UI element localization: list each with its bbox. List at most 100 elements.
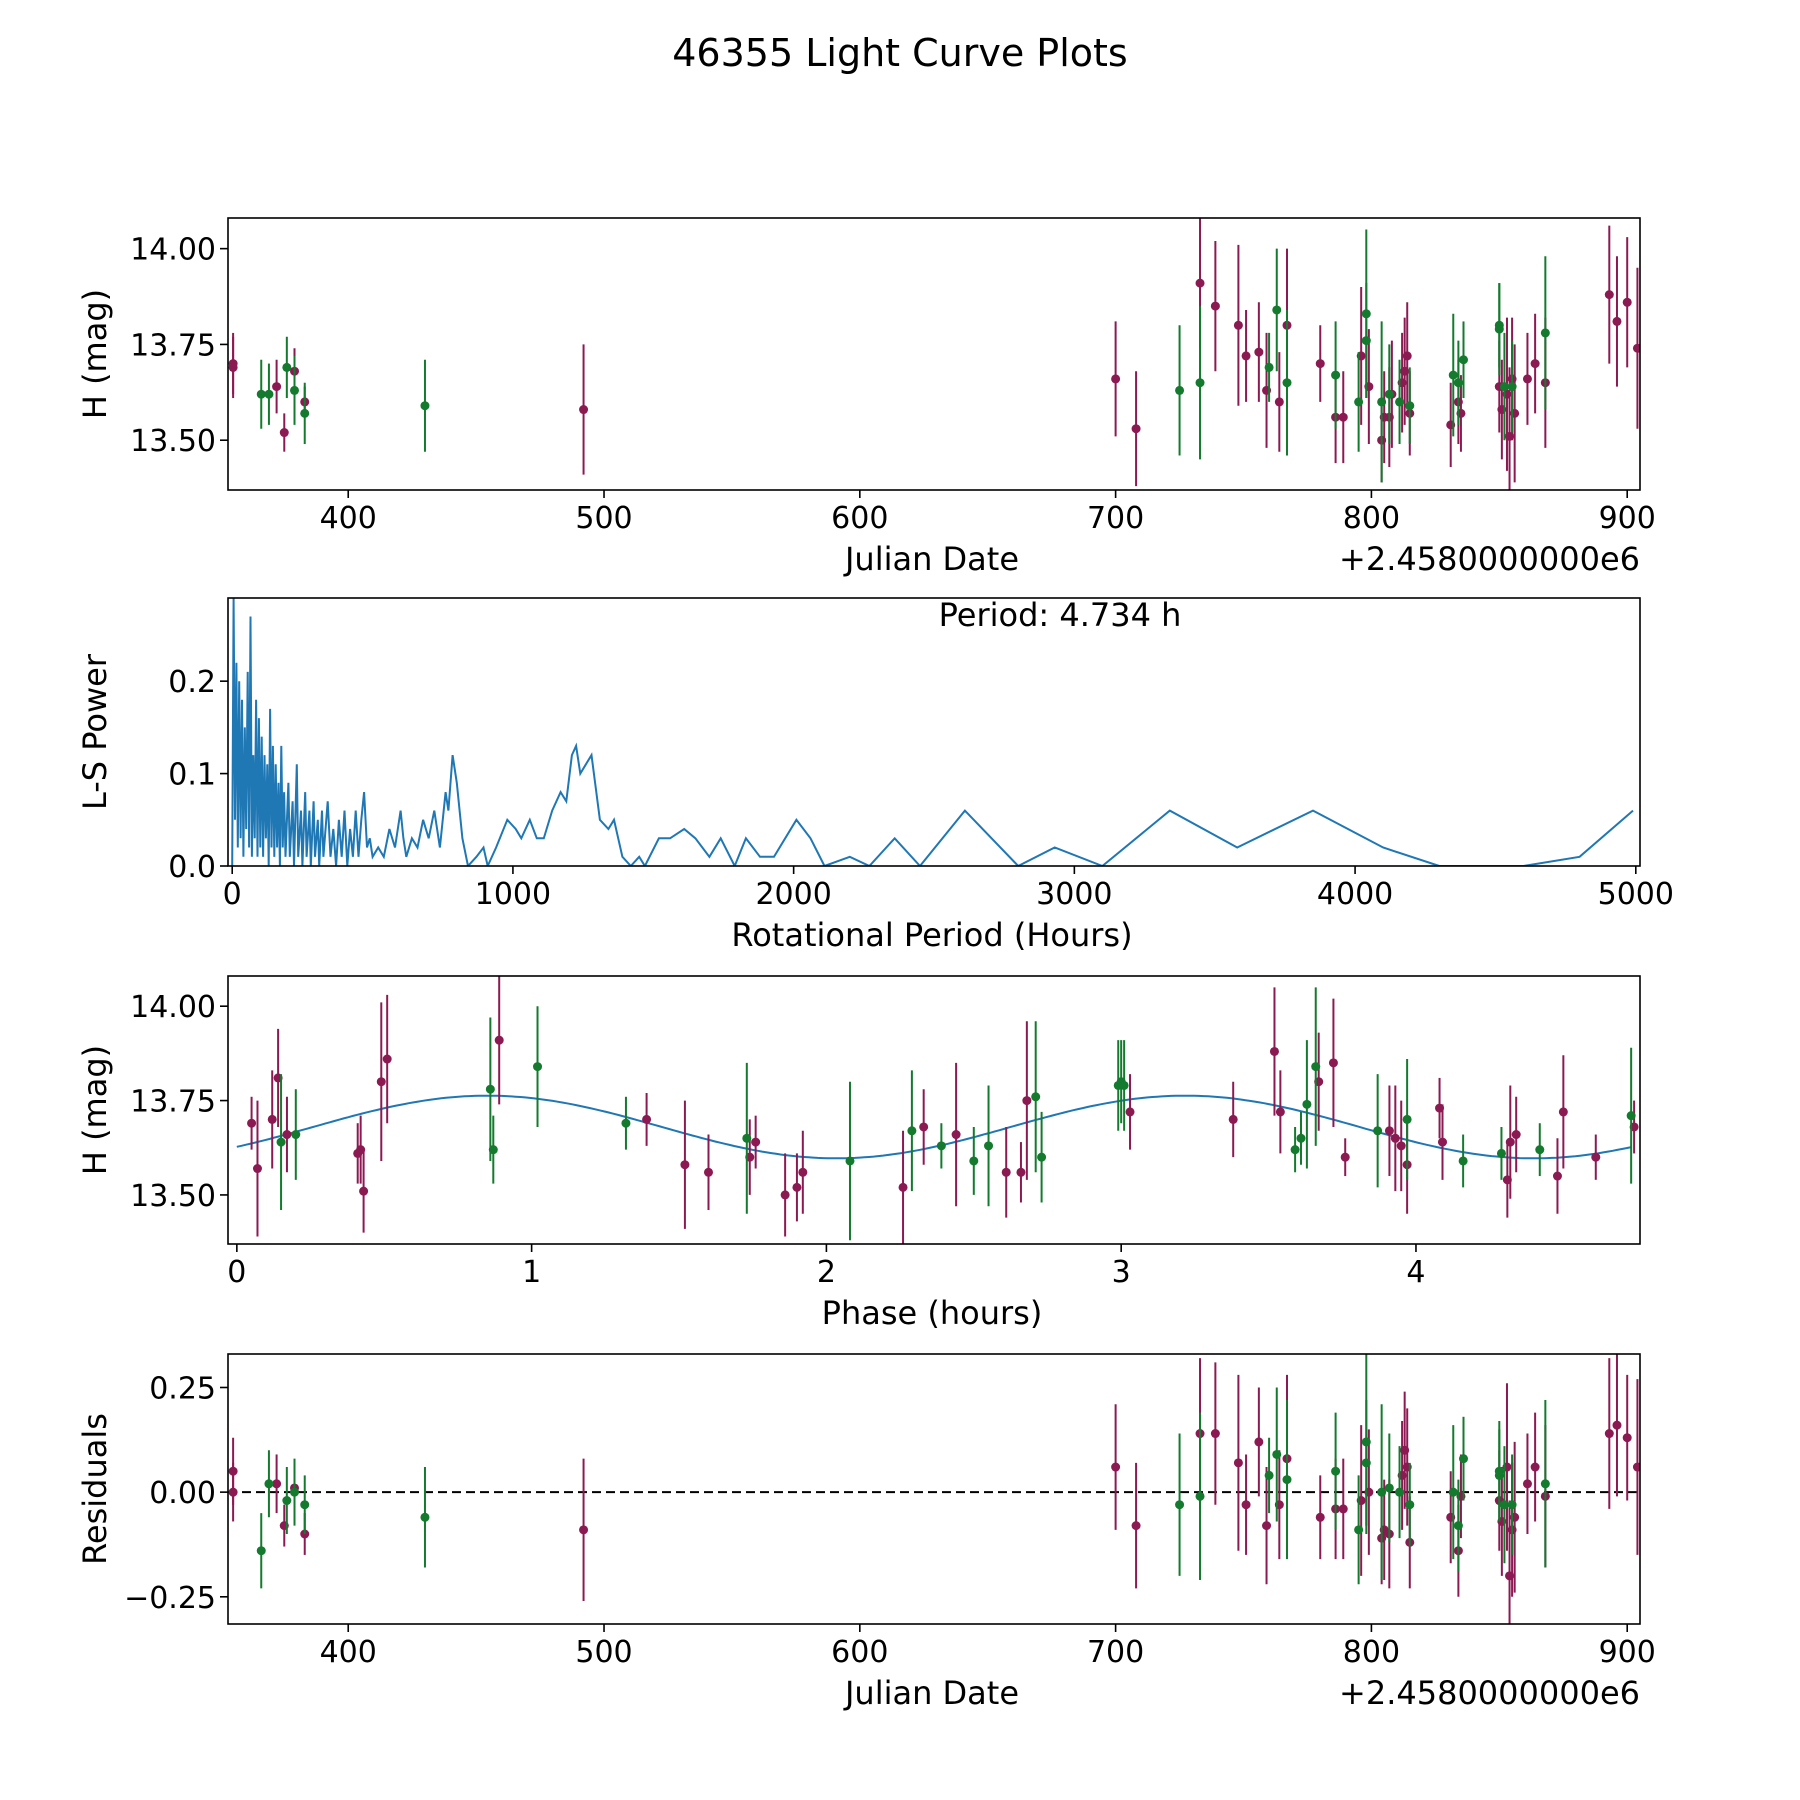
data-point (1254, 1437, 1264, 1447)
data-point (1494, 1470, 1504, 1480)
data-point (1272, 1449, 1282, 1459)
data-point (1591, 1152, 1601, 1162)
data-point (1448, 1487, 1458, 1497)
data-point (1626, 1111, 1636, 1121)
data-point (1175, 385, 1185, 395)
data-point (1499, 382, 1509, 392)
data-point (300, 1500, 310, 1510)
data-point (1016, 1167, 1026, 1177)
data-point (1499, 1500, 1509, 1510)
y-tick-label: −0.25 (124, 1581, 216, 1616)
data-point (290, 1487, 300, 1497)
data-point (1274, 397, 1284, 407)
axes-frame (227, 975, 1641, 1245)
data-point (1402, 1114, 1412, 1124)
chart-panels: 400 500 600 700 800 90013.5013.7514.00Julian … (76, 217, 1674, 1712)
x-tick-label: 800 (1343, 1635, 1400, 1670)
data-point (1264, 1470, 1274, 1480)
y-tick-label: 0.25 (149, 1371, 216, 1406)
data-point (1405, 1500, 1415, 1510)
y-tick-label: 13.50 (130, 1179, 216, 1214)
data-point (1315, 1512, 1325, 1522)
x-tick-label: 400 (320, 1635, 377, 1670)
data-point (1338, 412, 1348, 422)
data-point (256, 389, 266, 399)
data-point (264, 389, 274, 399)
data-point (1125, 1107, 1135, 1117)
data-point (279, 428, 289, 438)
data-point (1612, 316, 1622, 326)
data-point (1031, 1092, 1041, 1102)
data-point (1175, 1500, 1185, 1510)
data-point (1458, 1156, 1468, 1166)
data-point (420, 1512, 430, 1522)
chart-panel-2: 0 1000 2000 3000 4000 5000 0.0 0.1 0.2 Rotational… (76, 596, 1674, 954)
data-point (1384, 389, 1394, 399)
data-point (1604, 1429, 1614, 1439)
data-point (1612, 1420, 1622, 1430)
data-point (1262, 1521, 1272, 1531)
data-point (1405, 401, 1415, 411)
y-axis-label: Residuals (76, 1413, 114, 1565)
data-point (1331, 1466, 1341, 1476)
x-tick-label: 2000 (755, 877, 831, 912)
data-point (488, 1145, 498, 1155)
data-point (1331, 370, 1341, 380)
data-point (1377, 397, 1387, 407)
data-point (359, 1186, 369, 1196)
data-point (621, 1118, 631, 1128)
data-point (1604, 290, 1614, 300)
data-point (1453, 378, 1463, 388)
series-L-S periodogram (231, 598, 1634, 866)
data-point (282, 1130, 292, 1140)
data-point (792, 1182, 802, 1192)
x-tick-label: 700 (1087, 501, 1144, 536)
periodogram-line (231, 598, 1634, 866)
data-point (1228, 1114, 1238, 1124)
data-point (382, 1054, 392, 1064)
figure-title: 46355 Light Curve Plots (672, 31, 1127, 75)
data-point (1340, 1152, 1350, 1162)
data-point (936, 1141, 946, 1151)
series-maroon (228, 1354, 1640, 1624)
data-point (1131, 1521, 1141, 1531)
series-green (256, 229, 1550, 483)
data-point (1535, 1145, 1545, 1155)
x-tick-label: 500 (575, 501, 632, 536)
x-tick-label: 0 (227, 1255, 246, 1290)
data-point (1395, 1487, 1405, 1497)
data-point (703, 1167, 713, 1177)
data-point (1459, 355, 1468, 365)
data-point (1315, 359, 1325, 369)
data-point (1311, 1062, 1321, 1072)
data-point (1377, 1487, 1387, 1497)
data-point (376, 1077, 386, 1087)
data-point (1296, 1133, 1306, 1143)
data-point (272, 1479, 282, 1489)
chart-panel-4: 400 500 600 700 800 900 −0.25 0.00 0.25 Julian Da… (76, 1353, 1656, 1712)
data-point (1338, 1504, 1348, 1514)
data-point (228, 1487, 238, 1497)
data-point (1540, 328, 1550, 338)
x-tick-label: 3 (1112, 1255, 1131, 1290)
data-point (798, 1167, 808, 1177)
x-tick-label: 500 (575, 1635, 632, 1670)
data-point (1494, 320, 1504, 330)
data-point (1384, 1126, 1394, 1136)
data-point (1530, 359, 1540, 369)
data-point (1373, 1126, 1383, 1136)
data-point (1272, 305, 1282, 315)
data-point (1290, 1145, 1300, 1155)
y-tick-label: 14.00 (130, 990, 216, 1025)
data-point (1302, 1099, 1312, 1109)
data-point (282, 1496, 292, 1506)
fit-curve (236, 1094, 1632, 1160)
series-maroon (247, 976, 1639, 1244)
series-green (276, 987, 1636, 1241)
data-point (1328, 1058, 1338, 1068)
data-point (1111, 1462, 1121, 1472)
data-point (1241, 1500, 1251, 1510)
data-point (969, 1156, 979, 1166)
x-tick-label: 3000 (1036, 877, 1112, 912)
data-point (1522, 374, 1532, 384)
